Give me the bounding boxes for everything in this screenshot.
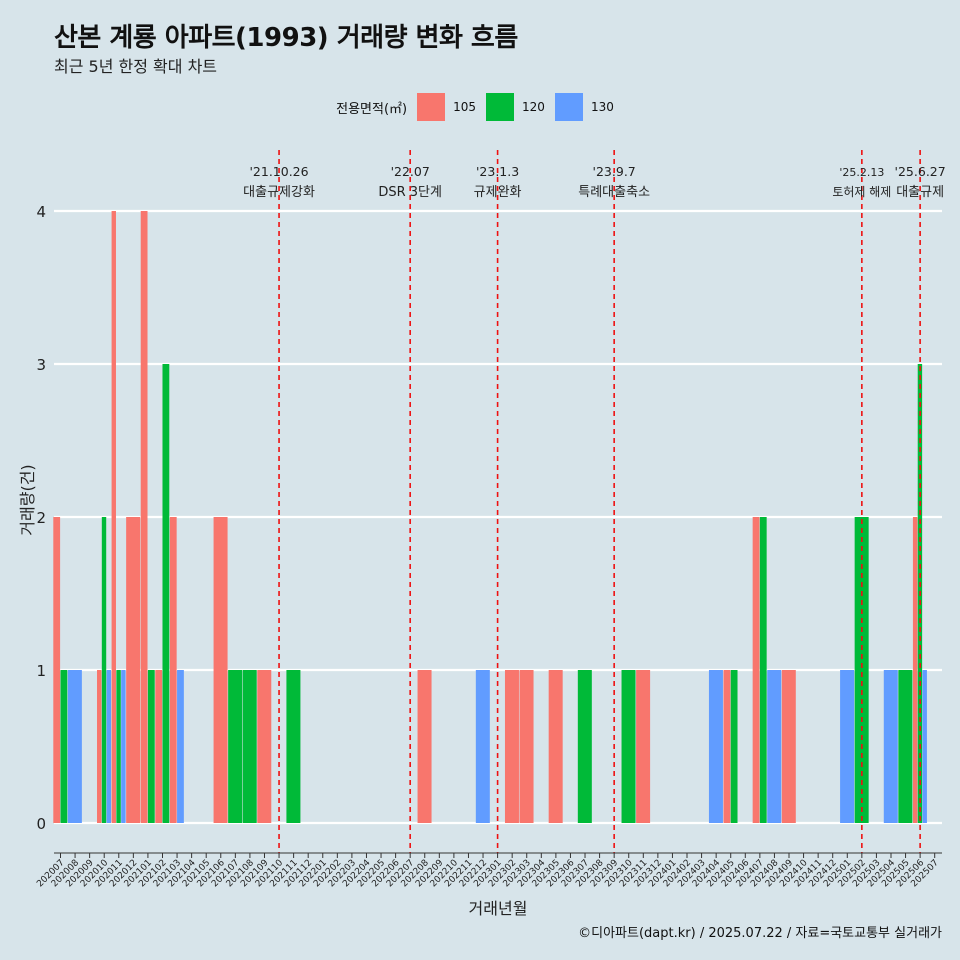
bar-105-202103 [169, 517, 177, 823]
bar-120-202307 [577, 670, 592, 823]
bar-120-202108 [242, 670, 257, 823]
source-caption: ©디아파트(dapt.kr) / 2025.07.22 / 자료=국토교통부 실… [578, 926, 942, 941]
bar-105-202311 [636, 670, 651, 823]
legend-swatch-130 [554, 93, 583, 121]
bar-120-202010 [101, 517, 107, 823]
legend-item-130: 130 [554, 93, 614, 121]
legend-item-120: 120 [486, 93, 545, 121]
bar-105-202102 [155, 670, 163, 823]
bar-130-202212 [475, 670, 490, 823]
bar-105-202407 [752, 517, 760, 823]
bar-105-202007 [53, 517, 61, 823]
bar-130-202501 [840, 670, 855, 823]
bar-130-202408 [767, 670, 782, 823]
y-axis-title: 거래량(건) [18, 464, 37, 535]
bar-130-202010 [106, 670, 112, 823]
bar-105-202208 [417, 670, 432, 823]
event-name-label: DSR 3단계 [378, 185, 442, 200]
bar-130-202504 [883, 670, 898, 823]
bar-130-202011 [121, 670, 126, 823]
event-lines: '21.10.26 대출규제강화 '22.07 DSR 3단계 '23.1.3 규제완화 '… [243, 150, 946, 853]
legend-swatch-120 [486, 93, 515, 121]
event-date-label: '21.10.26 [249, 164, 308, 179]
y-axis: 0 1 2 3 4 [36, 203, 46, 833]
bar-105-202409 [781, 670, 796, 823]
bar-130-202103 [177, 670, 184, 823]
legend: 전용면적(㎡) 105 120 130 [0, 93, 960, 121]
bar-120-202310 [621, 670, 636, 823]
legend-label-130: 130 [590, 100, 614, 114]
x-axis-title: 거래년월 [469, 899, 528, 918]
event-date-label: '23.1.3 [476, 164, 519, 179]
bar-120-202111 [286, 670, 301, 823]
event-name-label: 대출규제 [896, 185, 944, 200]
bar-120-202107 [228, 670, 243, 823]
bar-105-202101 [140, 211, 148, 823]
event-date-label: '25.6.27 [895, 164, 946, 179]
bar-105-202106 [213, 517, 228, 823]
event-date-label: '22.07 [391, 164, 430, 179]
bar-120-202011 [116, 670, 121, 823]
bar-120-202502 [854, 517, 869, 823]
chart-subtitle: 최근 5년 한정 확대 차트 [54, 57, 218, 76]
bar-130-202404 [708, 670, 723, 823]
bar-105-202305 [548, 670, 563, 823]
bar-120-202007 [60, 670, 68, 823]
y-tick-label: 3 [36, 356, 46, 374]
event-name-label: 특례대출축소 [578, 185, 650, 200]
bar-120-202505 [898, 670, 913, 823]
bar-105-202405 [723, 670, 731, 823]
event-date-label: '23.9.7 [593, 164, 636, 179]
x-axis: 2020072020082020092020102020112020122021… [35, 852, 942, 889]
grid-lines [54, 209, 942, 825]
bar-120-202407 [759, 517, 767, 823]
bars [53, 211, 927, 823]
y-tick-label: 1 [36, 662, 46, 680]
event-name-label: 대출규제강화 [243, 185, 315, 200]
legend-label-105: 105 [453, 100, 477, 114]
bar-130-202506 [922, 670, 927, 823]
bar-105-202302 [504, 670, 519, 823]
bar-105-202506 [912, 517, 918, 823]
legend-swatch-105 [417, 93, 446, 121]
legend-title: 전용면적(㎡) [336, 101, 408, 117]
chart-title: 산본 계룡 아파트(1993) 거래량 변화 흐름 [54, 23, 518, 53]
legend-label-120: 120 [522, 100, 545, 114]
bar-105-202303 [519, 670, 534, 823]
bar-130-202008 [67, 670, 82, 823]
y-tick-label: 4 [36, 203, 46, 221]
event-date-label: '25.2.13 [839, 166, 884, 179]
bar-120-202101 [147, 670, 155, 823]
bar-105-202010 [97, 670, 102, 823]
bar-120-202102 [162, 364, 170, 823]
bar-105-202011 [111, 211, 116, 823]
event-name-label: 규제완화 [474, 185, 522, 200]
y-tick-label: 2 [36, 509, 46, 527]
event-name-label: 토허제 해제 [832, 185, 891, 199]
bar-105-202109 [257, 670, 272, 823]
legend-item-105: 105 [417, 93, 476, 121]
y-tick-label: 0 [36, 815, 46, 833]
bar-120-202405 [730, 670, 738, 823]
bar-105-202012 [126, 517, 141, 823]
